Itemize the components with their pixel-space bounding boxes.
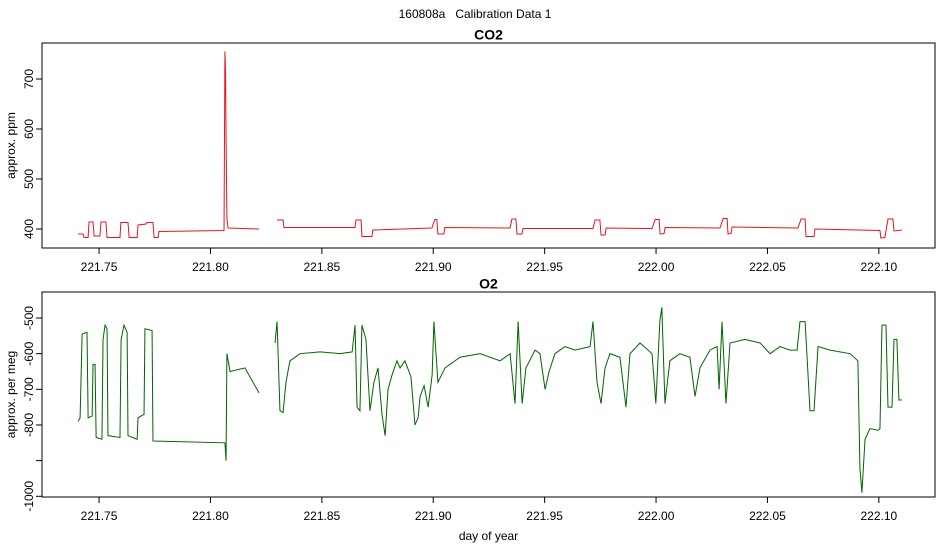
- y-tick-label: 700: [22, 69, 36, 89]
- x-axis-label: day of year: [459, 529, 518, 543]
- x-tick-label: 221.80: [192, 260, 229, 274]
- x-tick-label: 221.75: [81, 509, 118, 523]
- y-tick-label: 500: [22, 169, 36, 189]
- y-tick-label: -700: [22, 377, 36, 401]
- y-tick-label: 400: [22, 219, 36, 239]
- x-tick-label: 222.00: [638, 260, 675, 274]
- x-tick-label: 222.00: [638, 509, 675, 523]
- y-tick-label: -1000: [22, 481, 36, 512]
- data-line: [78, 51, 903, 239]
- x-tick-label: 221.75: [81, 260, 118, 274]
- data-line: [77, 307, 903, 493]
- chart-title: 160808a Calibration Data 1: [399, 7, 552, 21]
- plot-frame: [41, 42, 936, 249]
- panel-title: O2: [479, 276, 498, 292]
- x-tick-label: 221.95: [526, 509, 563, 523]
- x-tick-label: 221.85: [303, 260, 340, 274]
- y-axis-label: approx. per meg: [4, 351, 18, 438]
- x-tick-label: 222.10: [861, 509, 898, 523]
- x-tick-label: 221.90: [415, 509, 452, 523]
- y-tick-label: -500: [22, 306, 36, 330]
- x-tick-label: 221.85: [303, 509, 340, 523]
- y-tick-label: 600: [22, 119, 36, 139]
- y-tick-label: -600: [22, 341, 36, 365]
- x-tick-label: 222.05: [749, 260, 786, 274]
- x-tick-label: 222.05: [749, 509, 786, 523]
- x-tick-label: 221.95: [526, 260, 563, 274]
- x-tick-label: 221.80: [192, 509, 229, 523]
- x-tick-label: 222.10: [861, 260, 898, 274]
- y-tick-label: -800: [22, 413, 36, 437]
- x-tick-label: 221.90: [415, 260, 452, 274]
- y-axis-label: approx. ppm: [4, 112, 18, 179]
- panel-title: CO2: [474, 27, 503, 43]
- plot-frame: [41, 291, 936, 498]
